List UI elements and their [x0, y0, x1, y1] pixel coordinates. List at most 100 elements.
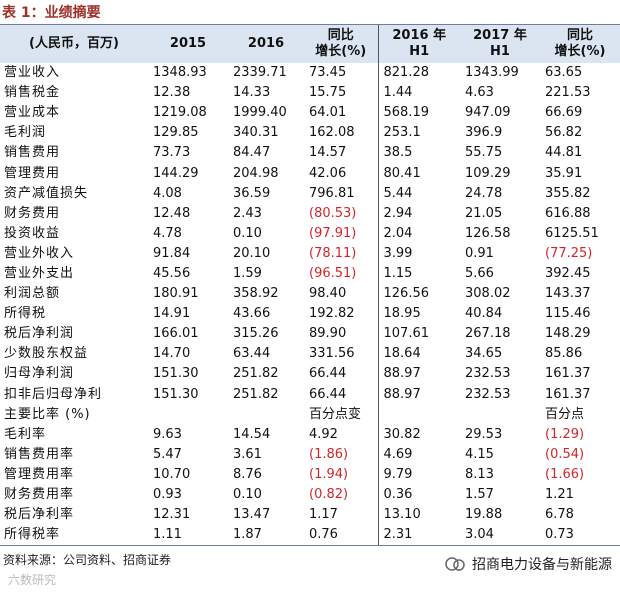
row-label: 管理费用: [4, 165, 61, 181]
value-cell: 0.36: [377, 484, 460, 506]
value-cell: 14.57: [309, 145, 347, 161]
value-cell: 821.28: [377, 63, 460, 84]
value-cell: 56.82: [545, 125, 583, 141]
value-cell: 251.82: [233, 366, 279, 382]
row-label: 归母净利润: [4, 366, 75, 382]
value-cell: 232.53: [465, 386, 511, 402]
value-cell: 98.40: [309, 286, 347, 302]
header-text: H1: [409, 44, 430, 59]
value-cell: 3.04: [460, 525, 540, 547]
table-row: 财务费用 12.48 2.43 (80.53) 2.94 21.05 616.88: [0, 203, 620, 224]
value-cell: 2.31: [377, 525, 460, 547]
table-row: 扣非后归母净利 151.30 251.82 66.44 88.97 232.53 161.3…: [0, 384, 620, 405]
value-cell: 20.10: [233, 245, 271, 261]
value-cell: 221.53: [545, 85, 591, 101]
value-cell: [148, 405, 228, 425]
value-cell: 232.53: [465, 366, 511, 382]
header-cell: 2016 年 H1: [377, 24, 460, 63]
value-cell: 19.88: [465, 507, 503, 523]
value-cell: 251.82: [233, 386, 279, 402]
value-cell: 42.06: [309, 165, 347, 181]
header-text: (人民币，百万): [29, 36, 119, 51]
value-cell: 947.09: [465, 105, 511, 121]
row-label: 营业成本: [4, 105, 61, 121]
table-row: 管理费用 144.29 204.98 42.06 80.41 109.29 35.91: [0, 163, 620, 184]
row-label: 毛利率: [4, 426, 47, 442]
row-label: 投资收益: [4, 225, 61, 241]
source-note: 资料来源：公司资料、招商证券: [3, 553, 172, 567]
value-cell: 180.91: [153, 286, 199, 302]
brand-name: 招商电力设备与新能源: [472, 557, 612, 573]
value-cell: 73.45: [309, 65, 347, 81]
value-cell: 18.95: [377, 304, 460, 325]
value-cell: [460, 405, 540, 425]
value-cell: 43.66: [233, 306, 271, 322]
value-cell: 6125.51: [545, 225, 599, 241]
row-label: 税后净利润: [4, 326, 75, 342]
header-text: 增长(%): [315, 44, 367, 59]
value-cell: 148.29: [545, 326, 591, 342]
value-cell: 12.31: [153, 507, 191, 523]
value-cell: 4.15: [465, 446, 494, 462]
value-cell: 253.1: [377, 123, 460, 144]
header-text: 2016: [247, 36, 285, 51]
value-cell: 358.92: [233, 286, 279, 302]
row-label: 销售费用率: [4, 446, 75, 462]
value-cell: 0.93: [153, 487, 182, 503]
value-cell: 85.86: [545, 346, 583, 362]
value-cell: (1.86): [309, 446, 349, 462]
value-cell: 24.78: [465, 185, 503, 201]
row-label: 资产减值损失: [4, 185, 89, 201]
value-cell: 192.82: [309, 306, 355, 322]
table-title: 表 1：业绩摘要: [2, 5, 101, 21]
value-cell: 73.73: [153, 145, 191, 161]
value-cell: [377, 404, 460, 425]
value-cell: 8.76: [233, 466, 262, 482]
value-cell: 126.58: [465, 225, 511, 241]
table-row: 税后净利润 166.01 315.26 89.90 107.61 267.18 148.29: [0, 324, 620, 345]
row-label: 财务费用: [4, 205, 61, 221]
value-cell: 66.44: [309, 386, 347, 402]
row-label: 销售费用: [4, 145, 61, 161]
row-label: 税后净利率: [4, 507, 75, 523]
header-cell: (人民币，百万): [0, 24, 148, 63]
value-cell: 38.5: [377, 143, 460, 164]
value-cell: 1.11: [148, 525, 228, 547]
value-cell: 6.78: [545, 507, 574, 523]
value-cell: 63.65: [545, 65, 583, 81]
table-row: 销售税金 12.38 14.33 15.75 1.44 4.63 221.53: [0, 83, 620, 104]
value-cell: 5.47: [153, 446, 182, 462]
row-label: 利润总额: [4, 286, 61, 302]
value-cell: 1.87: [228, 525, 304, 547]
header-text: 2016 年: [392, 28, 447, 43]
value-cell: 13.10: [377, 505, 460, 526]
value-cell: 百分点: [545, 406, 585, 422]
value-cell: 91.84: [153, 245, 191, 261]
value-cell: 126.56: [377, 284, 460, 305]
row-label: 扣非后归母净利: [4, 386, 103, 402]
table-row: 所得税率 1.11 1.87 0.76 2.31 3.04 0.73: [0, 525, 620, 547]
table-row: 毛利润 129.85 340.31 162.08 253.1 396.9 56.82: [0, 123, 620, 144]
value-cell: 14.91: [153, 306, 191, 322]
row-label: 营业外支出: [4, 265, 75, 281]
table-row: 利润总额 180.91 358.92 98.40 126.56 308.02 143.37: [0, 284, 620, 305]
value-cell: 2.94: [377, 203, 460, 224]
value-cell: 315.26: [233, 326, 279, 342]
header-text: 同比: [566, 28, 593, 43]
value-cell: 3.99: [377, 243, 460, 264]
value-cell: 40.84: [465, 306, 503, 322]
value-cell: 308.02: [465, 286, 511, 302]
value-cell: 1343.99: [465, 65, 519, 81]
value-cell: 63.44: [233, 346, 271, 362]
row-label: 营业收入: [4, 65, 61, 81]
value-cell: (0.82): [309, 487, 349, 503]
value-cell: 百分点变: [309, 406, 362, 422]
value-cell: 89.90: [309, 326, 347, 342]
value-cell: 13.47: [233, 507, 271, 523]
value-cell: 4.63: [465, 85, 494, 101]
value-cell: 5.44: [377, 183, 460, 204]
value-cell: (1.66): [545, 466, 585, 482]
value-cell: 392.45: [545, 265, 591, 281]
value-cell: 66.44: [309, 366, 347, 382]
